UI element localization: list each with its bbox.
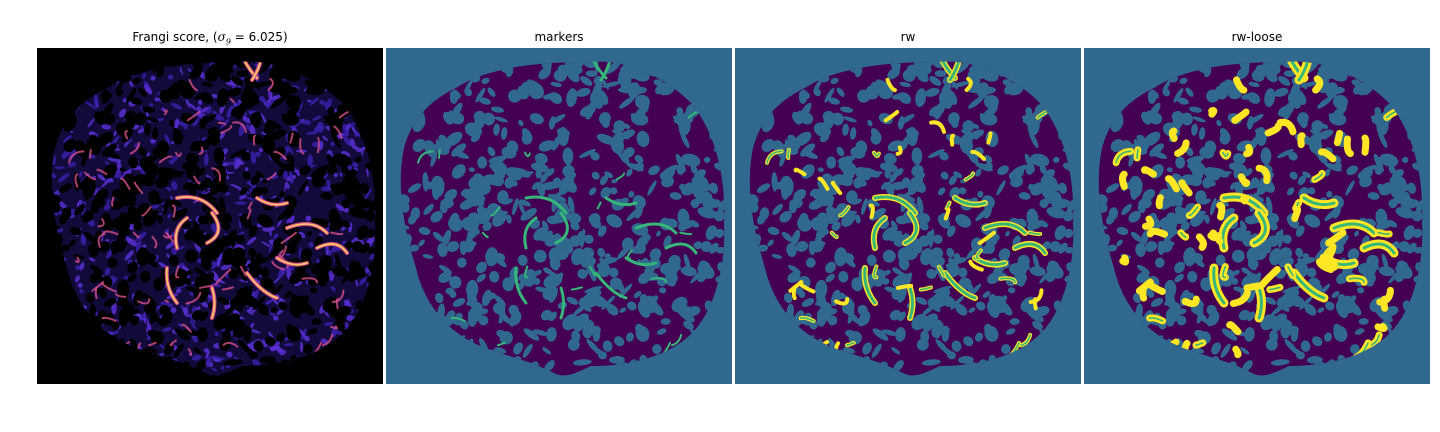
frangi-score-image (37, 48, 383, 384)
tissue-texture (749, 61, 1074, 376)
markers-panel-title: markers (534, 30, 584, 44)
rw-panel-title: rw (900, 30, 916, 44)
frangi-panel-title: Frangi score, (σ9 = 6.025) (37, 30, 383, 49)
rw-loose-segmentation-image (1084, 48, 1430, 384)
rw-segmentation-image (735, 48, 1081, 384)
frangi-title-prefix: Frangi score, ( (132, 30, 218, 44)
markers-image (386, 48, 732, 384)
rw-loose-panel-title: rw-loose (1231, 30, 1283, 44)
sigma-subscript: 9 (225, 37, 231, 47)
frangi-title-suffix: = 6.025) (230, 30, 288, 44)
sigma-symbol: σ (217, 30, 226, 44)
